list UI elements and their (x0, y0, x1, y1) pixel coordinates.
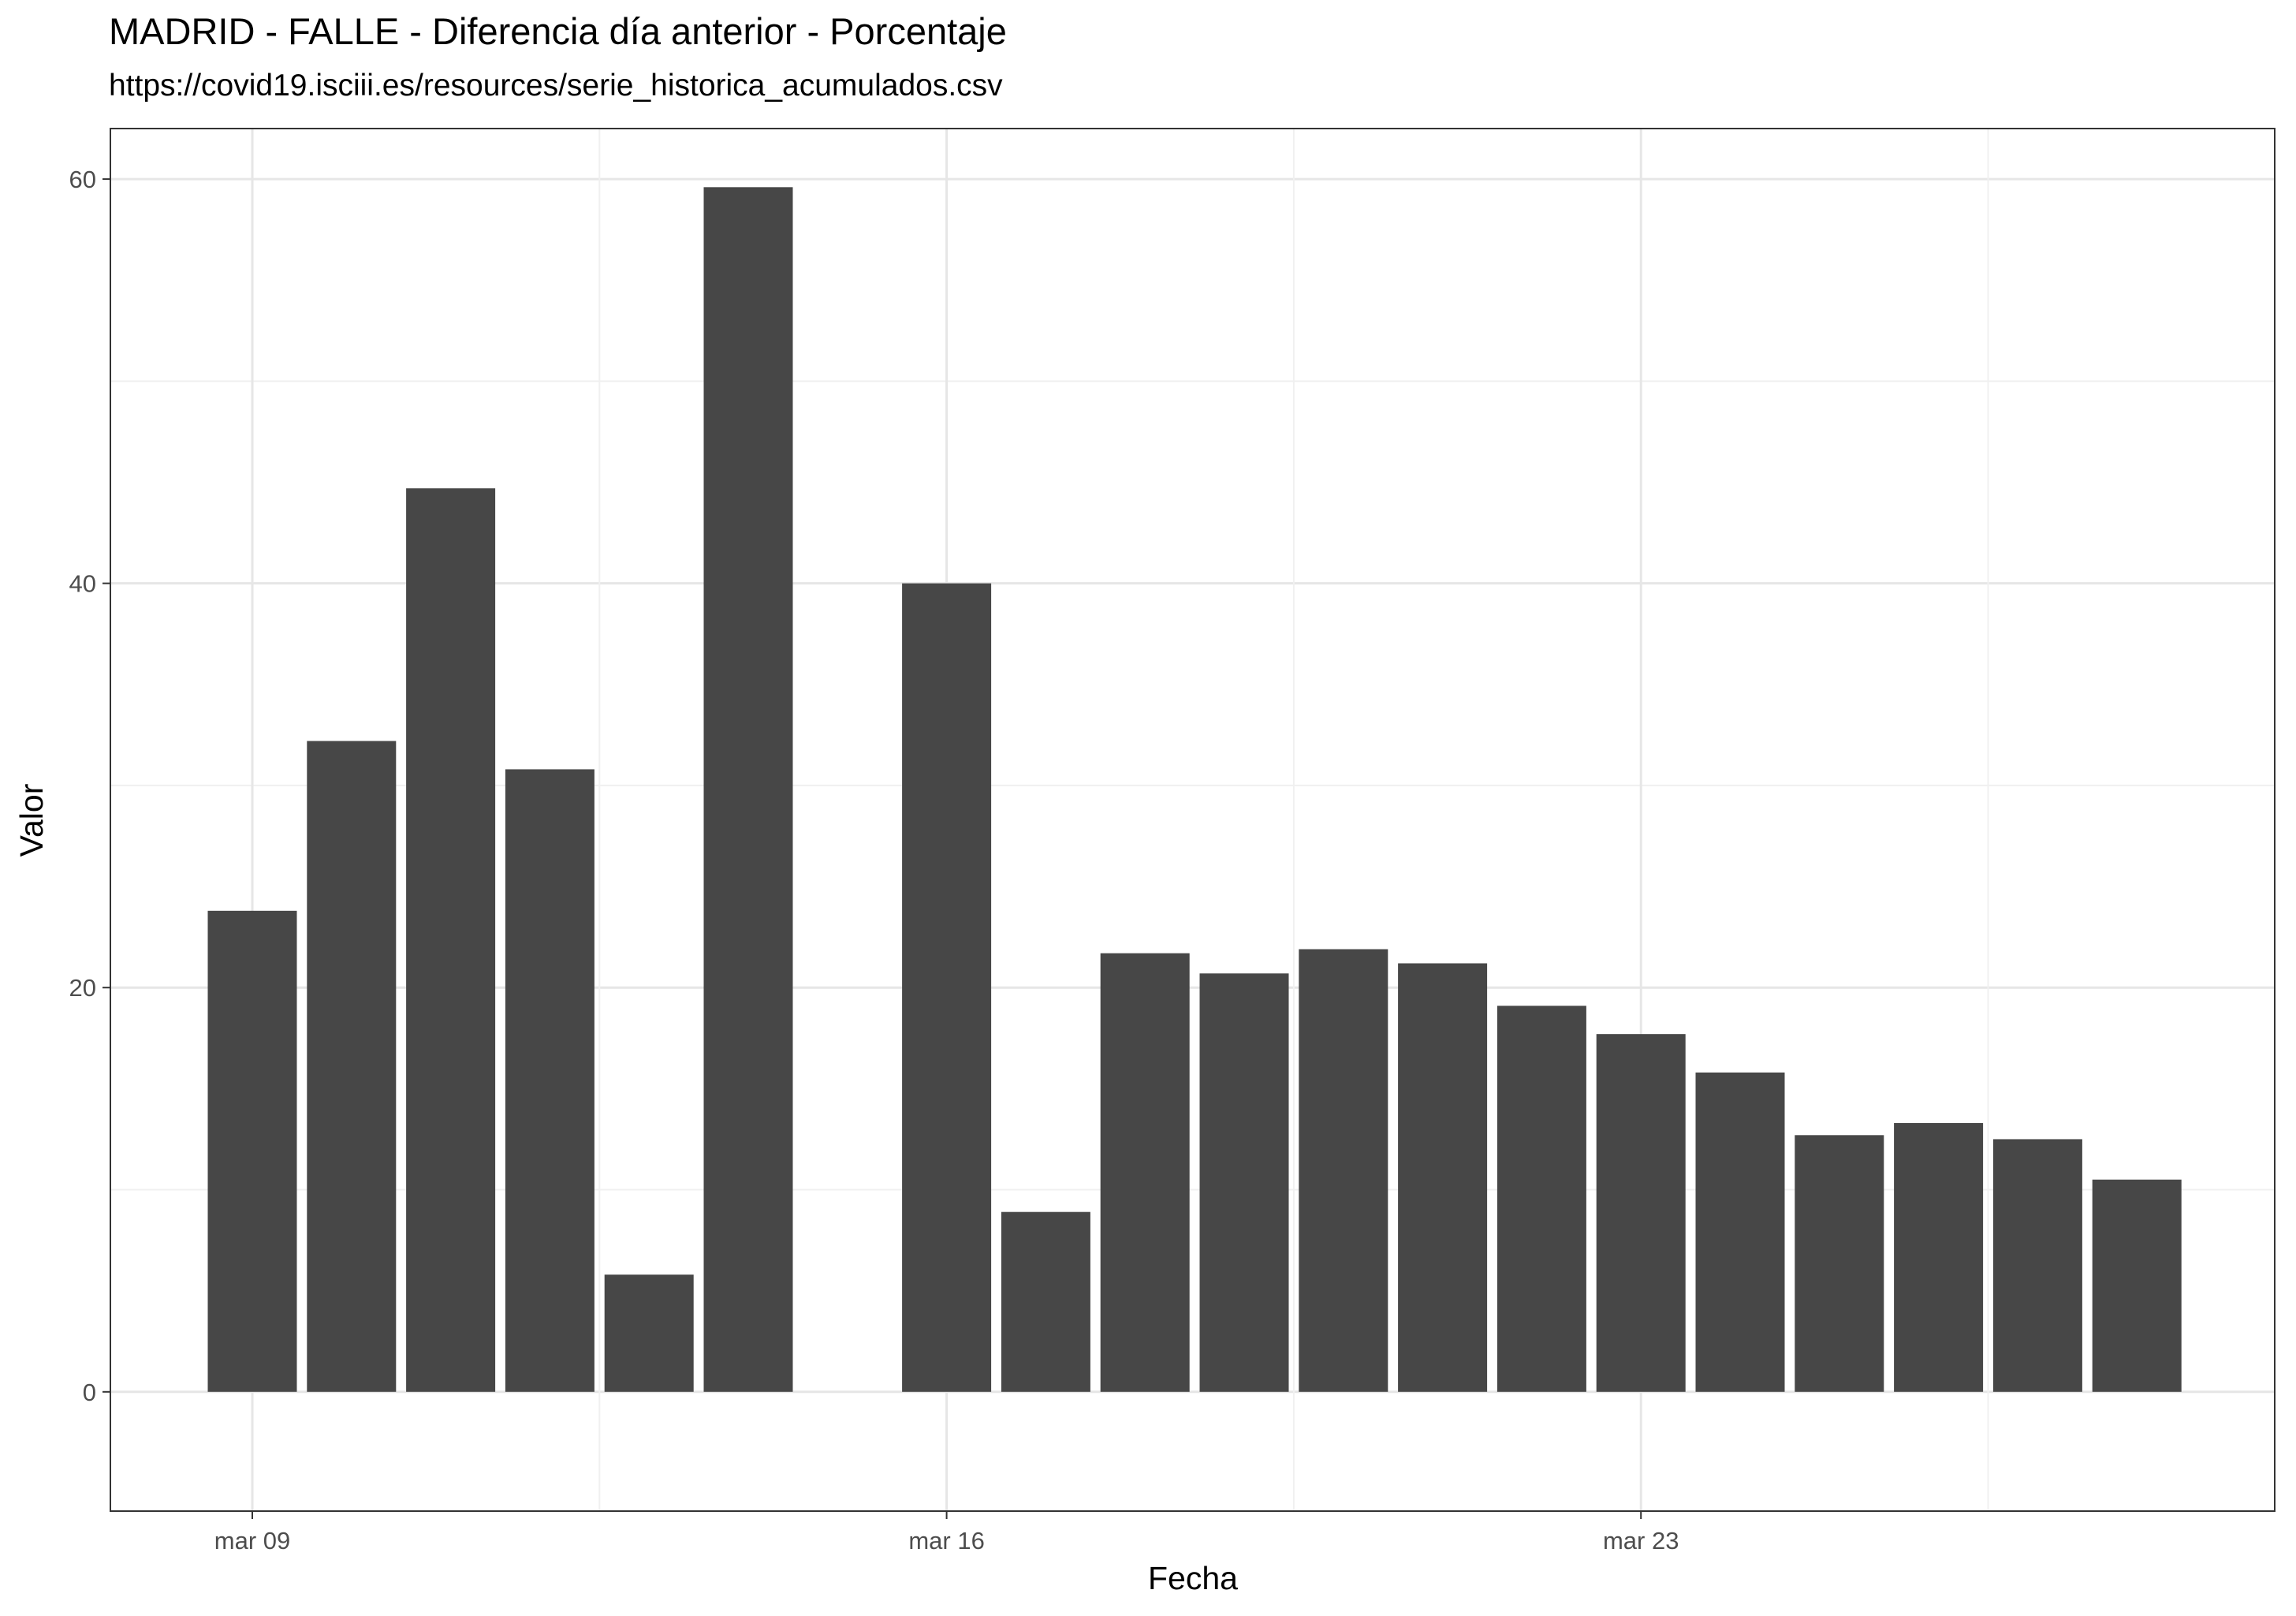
bar-2020-03-23 (1596, 1034, 1686, 1392)
bar-2020-03-16 (902, 583, 992, 1392)
bar-2020-03-22 (1496, 1006, 1586, 1392)
bars (207, 187, 2182, 1392)
bar-2020-03-17 (1001, 1211, 1090, 1392)
bar-2020-03-24 (1695, 1072, 1785, 1392)
bar-2020-03-12 (505, 769, 594, 1392)
x-tick-label: mar 09 (214, 1527, 290, 1554)
x-tick-label: mar 23 (1603, 1527, 1679, 1554)
y-tick-label: 40 (69, 570, 96, 598)
bar-2020-03-09 (207, 910, 297, 1392)
bar-2020-03-18 (1100, 953, 1190, 1392)
bar-2020-03-20 (1299, 949, 1388, 1392)
bar-2020-03-21 (1398, 963, 1488, 1392)
y-tick-label: 20 (69, 974, 96, 1002)
bar-2020-03-14 (703, 187, 793, 1392)
x-axis-title: Fecha (1148, 1560, 1238, 1596)
plot-border (110, 128, 2276, 1512)
bar-2020-03-26 (1894, 1122, 1984, 1392)
y-tick-label: 60 (69, 166, 96, 193)
x-tick-label: mar 16 (908, 1527, 984, 1554)
axes: 0 20 40 60 mar 09 mar 16 mar 23 (69, 166, 1679, 1554)
bar-2020-03-11 (406, 488, 496, 1392)
y-tick-label: 0 (83, 1379, 96, 1406)
bar-2020-03-13 (604, 1275, 694, 1392)
bar-2020-03-27 (1992, 1139, 2082, 1392)
chart-subtitle: https://covid19.isciii.es/resources/seri… (109, 69, 1003, 103)
bar-2020-03-19 (1199, 973, 1289, 1392)
y-axis-title: Valor (13, 784, 50, 857)
bar-2020-03-28 (2092, 1179, 2182, 1392)
bar-2020-03-25 (1795, 1135, 1884, 1392)
chart-title: MADRID - FALLE - Diferencia día anterior… (109, 10, 1007, 52)
bar-2020-03-10 (307, 741, 397, 1392)
